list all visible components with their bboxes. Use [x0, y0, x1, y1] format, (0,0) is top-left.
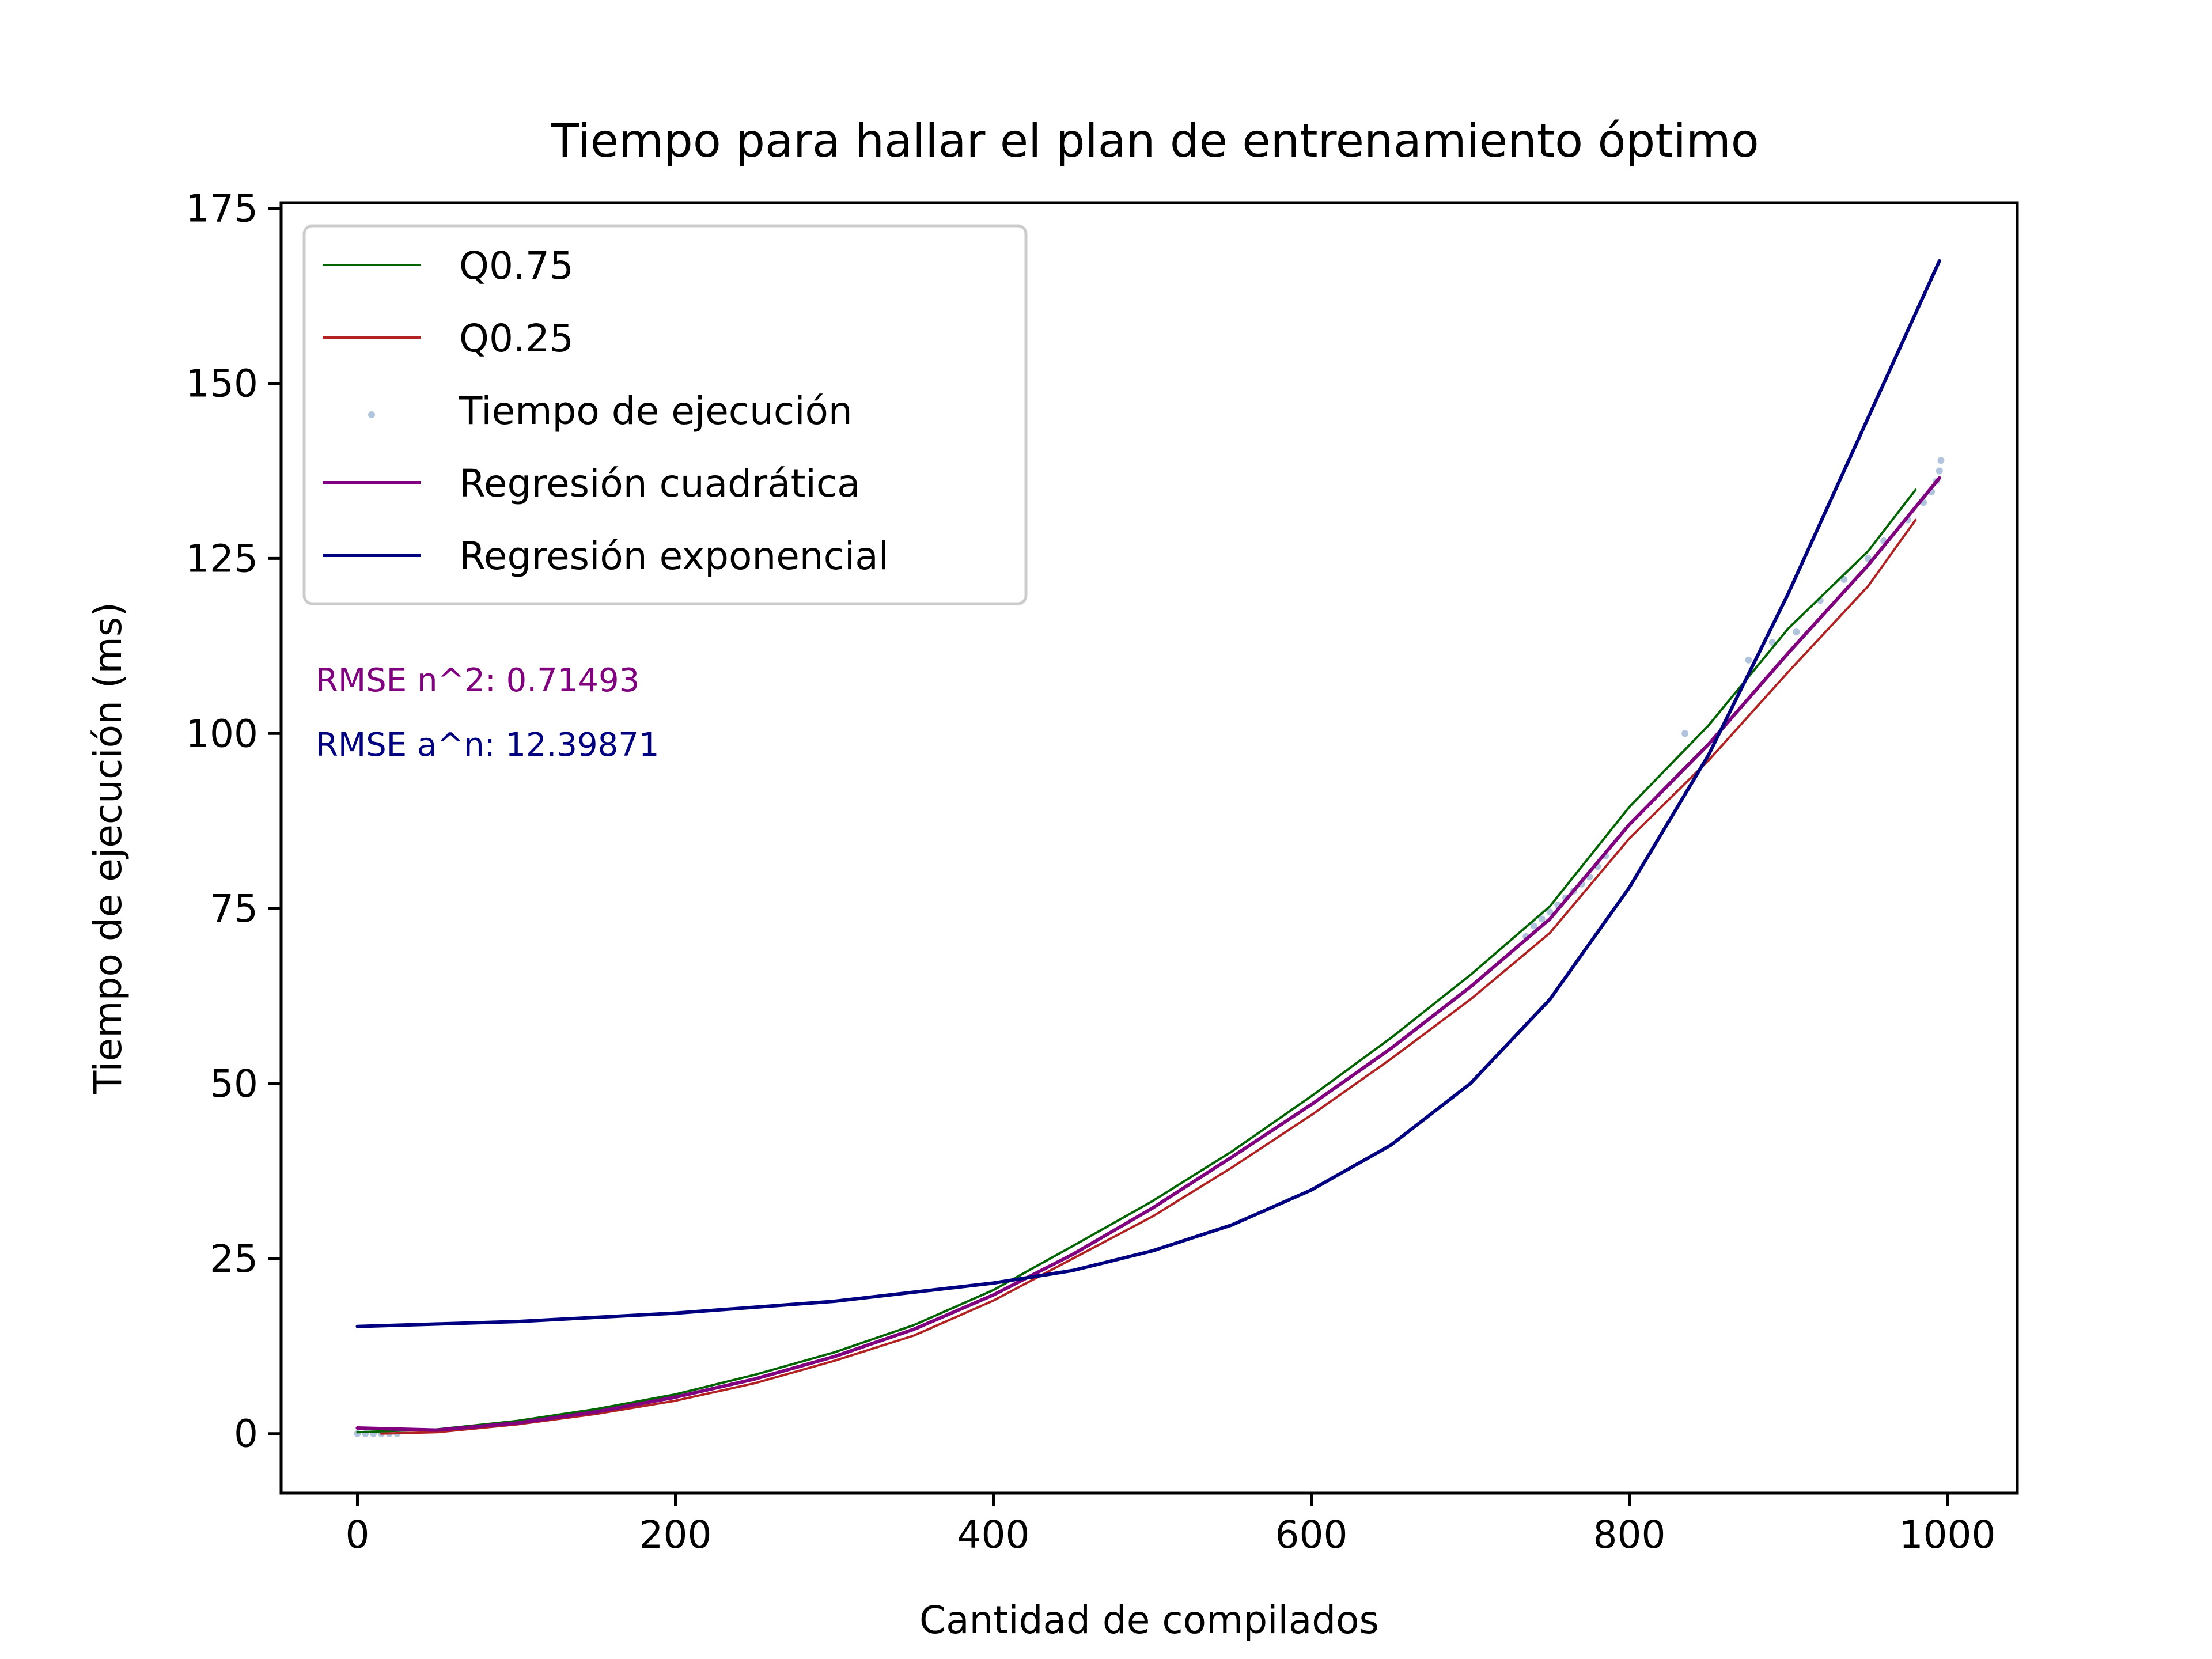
- axes-frame: [279, 201, 2019, 1495]
- y-axis-label: Tiempo de ejecución (ms): [86, 602, 130, 1094]
- x-tick-label: 200: [639, 1513, 712, 1557]
- scatter-point: [1793, 628, 1800, 635]
- legend-label-scatter: Tiempo de ejecución: [459, 389, 853, 433]
- y-tick-label: 25: [210, 1237, 258, 1281]
- x-axis: 0 200 400 600 800 1000: [345, 1493, 1996, 1557]
- y-tick-label: 125: [185, 536, 258, 581]
- y-tick-label: 100: [185, 711, 258, 756]
- x-tick-label: 0: [345, 1513, 369, 1557]
- scatter-point: [1864, 555, 1872, 562]
- scatter-point: [1538, 915, 1546, 923]
- x-tick-label: 1000: [1899, 1513, 1996, 1557]
- x-tick-label: 600: [1275, 1513, 1348, 1557]
- chart-title: Tiempo para hallar el plan de entrenamie…: [550, 114, 1759, 168]
- legend-label-exponential: Regresión exponencial: [459, 534, 889, 578]
- plot-area: [354, 259, 1945, 1437]
- series-line-exponential: [355, 259, 1941, 1328]
- legend-label-quadratic: Regresión cuadrática: [459, 461, 861, 506]
- y-tick-label: 150: [185, 362, 258, 406]
- x-tick-label: 400: [957, 1513, 1030, 1557]
- scatter-point: [1546, 908, 1554, 916]
- x-tick-label: 800: [1593, 1513, 1666, 1557]
- legend-box: [302, 224, 1028, 605]
- rmse-annotation-exponential: RMSE a^n: 12.39871: [316, 726, 660, 764]
- legend-label-q25: Q0.25: [459, 316, 574, 361]
- scatter-point: [1936, 467, 1943, 475]
- scatter-point: [1681, 730, 1689, 737]
- x-axis-label: Cantidad de compilados: [919, 1598, 1379, 1642]
- series-line-q25: [380, 518, 1917, 1435]
- y-tick-label: 50: [210, 1062, 258, 1106]
- y-tick-label: 75: [210, 887, 258, 931]
- y-axis: 0 25 50 75 100 125 150 175: [185, 187, 281, 1456]
- series-line-quadratic: [355, 476, 1941, 1432]
- series-line-q75: [356, 488, 1917, 1434]
- y-tick-label: 0: [234, 1412, 258, 1456]
- rmse-annotation-quadratic: RMSE n^2: 0.71493: [316, 662, 639, 699]
- scatter-point: [1530, 922, 1537, 930]
- scatter-point: [1937, 457, 1945, 464]
- annotations: RMSE n^2: 0.71493 RMSE a^n: 12.39871: [316, 662, 660, 764]
- legend-swatch-scatter: [368, 411, 375, 418]
- legend-label-q75: Q0.75: [459, 244, 574, 288]
- legend: Q0.75 Q0.25 Tiempo de ejecución Regresión c…: [302, 224, 1028, 605]
- y-tick-label: 175: [185, 187, 258, 231]
- scatter-point: [1745, 656, 1752, 664]
